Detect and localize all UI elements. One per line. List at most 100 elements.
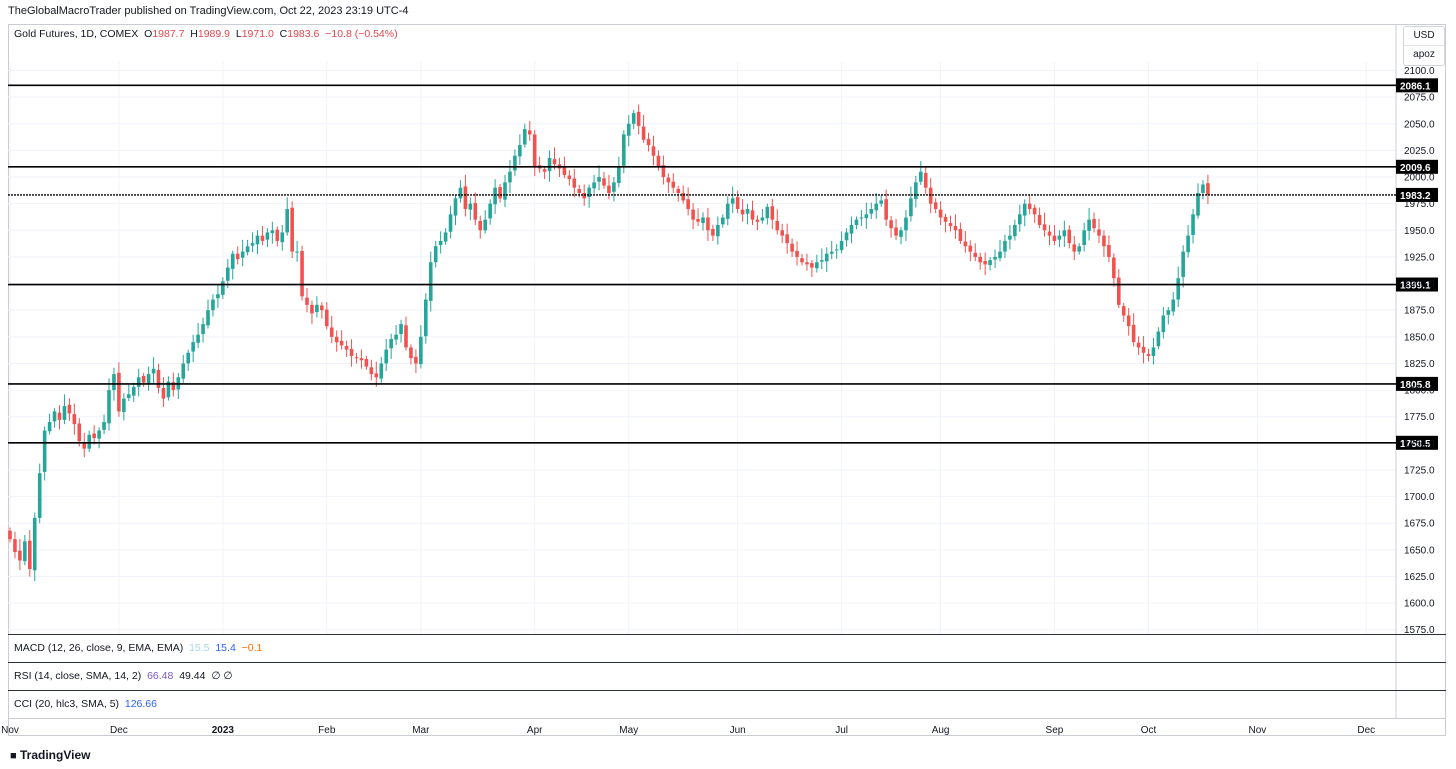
- candle-body[interactable]: [1171, 299, 1176, 312]
- candle-body[interactable]: [938, 209, 943, 218]
- candle-body[interactable]: [310, 304, 314, 314]
- candle-body[interactable]: [1156, 331, 1161, 347]
- candle-body[interactable]: [8, 530, 12, 540]
- candle-body[interactable]: [57, 412, 62, 420]
- candle-body[interactable]: [770, 206, 775, 220]
- candle-body[interactable]: [136, 377, 141, 387]
- candle-body[interactable]: [1126, 315, 1131, 327]
- candle-body[interactable]: [532, 134, 537, 167]
- candle-body[interactable]: [785, 234, 789, 244]
- candle-body[interactable]: [844, 232, 849, 241]
- candle-body[interactable]: [1062, 230, 1067, 237]
- candle-body[interactable]: [815, 262, 819, 269]
- candle-body[interactable]: [1013, 224, 1017, 237]
- candle-body[interactable]: [107, 390, 111, 424]
- candle-body[interactable]: [864, 214, 869, 219]
- candle-body[interactable]: [18, 550, 22, 561]
- candle-body[interactable]: [394, 334, 398, 340]
- candle-body[interactable]: [428, 262, 433, 301]
- candle-body[interactable]: [384, 349, 388, 364]
- candle-body[interactable]: [235, 253, 240, 260]
- candle-body[interactable]: [379, 363, 384, 379]
- candle-body[interactable]: [681, 193, 685, 201]
- candle-body[interactable]: [740, 209, 745, 215]
- candle-body[interactable]: [344, 345, 349, 350]
- candle-body[interactable]: [552, 159, 557, 165]
- candle-body[interactable]: [206, 310, 210, 326]
- candle-body[interactable]: [305, 297, 309, 305]
- candle-body[interactable]: [602, 178, 606, 186]
- candle-body[interactable]: [834, 249, 839, 251]
- candle-body[interactable]: [156, 370, 161, 388]
- candle-body[interactable]: [364, 358, 369, 367]
- candle-body[interactable]: [463, 186, 468, 209]
- candle-body[interactable]: [1141, 346, 1146, 353]
- candle-body[interactable]: [334, 336, 339, 343]
- candle-body[interactable]: [547, 157, 552, 172]
- candle-body[interactable]: [181, 363, 186, 379]
- candle-body[interactable]: [711, 229, 715, 236]
- candle-body[interactable]: [750, 210, 755, 220]
- candle-body[interactable]: [161, 387, 166, 399]
- candle-body[interactable]: [102, 422, 106, 430]
- candle-body[interactable]: [1072, 244, 1077, 252]
- candle-body[interactable]: [166, 381, 171, 398]
- candle-body[interactable]: [62, 406, 67, 420]
- candle-body[interactable]: [780, 230, 784, 236]
- candle-body[interactable]: [1196, 193, 1200, 216]
- candle-body[interactable]: [443, 232, 448, 242]
- candle-body[interactable]: [151, 368, 156, 374]
- candle-body[interactable]: [349, 348, 354, 356]
- candle-body[interactable]: [1082, 230, 1086, 245]
- candle-body[interactable]: [270, 230, 275, 234]
- candle-body[interactable]: [676, 188, 681, 194]
- candle-body[interactable]: [948, 223, 953, 227]
- candle-body[interactable]: [1087, 219, 1091, 231]
- candle-body[interactable]: [473, 203, 478, 220]
- candle-body[interactable]: [211, 299, 215, 311]
- candle-body[interactable]: [97, 430, 101, 439]
- candle-body[interactable]: [805, 262, 809, 265]
- candle-body[interactable]: [577, 188, 582, 194]
- scale-mode-label[interactable]: apoz: [1404, 45, 1444, 64]
- candle-body[interactable]: [567, 175, 572, 180]
- candle-body[interactable]: [978, 256, 982, 263]
- candle-body[interactable]: [666, 177, 671, 183]
- candle-body[interactable]: [493, 187, 497, 205]
- candle-body[interactable]: [879, 200, 883, 204]
- candle-body[interactable]: [77, 423, 82, 442]
- symbol-label[interactable]: Gold Futures, 1D, COMEX: [14, 28, 139, 40]
- candle-body[interactable]: [42, 430, 47, 472]
- candle-body[interactable]: [226, 267, 230, 281]
- candle-body[interactable]: [1206, 183, 1210, 195]
- candle-body[interactable]: [1151, 347, 1156, 356]
- candle-body[interactable]: [87, 434, 91, 449]
- candle-body[interactable]: [320, 305, 324, 311]
- candle-body[interactable]: [800, 258, 804, 263]
- candle-body[interactable]: [127, 394, 131, 398]
- candle-body[interactable]: [28, 540, 32, 570]
- candle-body[interactable]: [1102, 235, 1106, 247]
- candle-body[interactable]: [1077, 246, 1081, 252]
- candle-body[interactable]: [607, 185, 611, 194]
- candle-body[interactable]: [691, 209, 695, 220]
- candle-body[interactable]: [1047, 231, 1052, 236]
- candle-body[interactable]: [686, 199, 690, 209]
- candle-body[interactable]: [468, 203, 473, 210]
- candle-body[interactable]: [1112, 257, 1116, 279]
- candle-body[interactable]: [1018, 214, 1022, 225]
- candle-body[interactable]: [518, 145, 522, 157]
- candle-body[interactable]: [250, 243, 255, 246]
- candle-body[interactable]: [899, 230, 903, 237]
- candle-body[interactable]: [656, 155, 661, 167]
- candle-body[interactable]: [894, 227, 898, 236]
- candle-body[interactable]: [260, 235, 265, 241]
- currency-label[interactable]: USD: [1413, 30, 1435, 41]
- candle-body[interactable]: [636, 111, 641, 126]
- candle-body[interactable]: [1131, 324, 1136, 343]
- candle-body[interactable]: [928, 187, 933, 204]
- candle-body[interactable]: [1052, 235, 1057, 241]
- candle-body[interactable]: [1186, 235, 1190, 253]
- candle-body[interactable]: [245, 246, 250, 253]
